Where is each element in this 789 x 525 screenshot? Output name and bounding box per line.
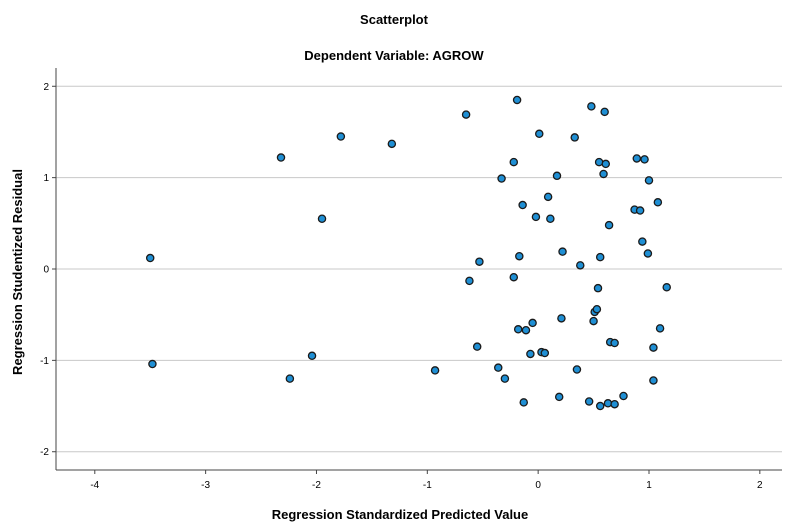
data-point-9: [461, 110, 471, 119]
data-point-17: [509, 272, 519, 282]
data-point-58: [632, 154, 642, 163]
data-point-37: [572, 365, 582, 374]
data-point-66: [653, 198, 663, 207]
data-point-43: [592, 304, 602, 314]
data-point-55: [610, 399, 619, 409]
xtick-label-3: -1: [423, 480, 432, 491]
data-point-23: [521, 325, 531, 335]
data-point-6: [336, 132, 346, 141]
data-point-65: [649, 376, 658, 385]
data-point-44: [593, 283, 603, 293]
y-axis-label: Regression Studentized Residual: [10, 169, 25, 375]
data-point-20: [515, 251, 524, 261]
data-points: [145, 95, 671, 411]
data-point-52: [604, 220, 614, 230]
xtick-label-5: 1: [646, 480, 652, 491]
y-ticks: -2 -1 0 1 2: [40, 82, 56, 458]
xtick-label-6: 2: [757, 480, 763, 491]
data-point-36: [570, 133, 579, 142]
data-point-63: [644, 176, 654, 185]
ytick-label-0: -2: [40, 447, 49, 458]
data-point-25: [528, 318, 537, 328]
data-point-49: [600, 107, 609, 117]
ytick-label-1: -1: [40, 356, 49, 367]
xtick-label-0: -4: [90, 480, 99, 491]
gridlines: [56, 85, 782, 453]
data-point-41: [589, 316, 598, 326]
data-point-48: [599, 169, 608, 179]
data-point-18: [512, 95, 522, 105]
chart-subtitle: Dependent Variable: AGROW: [304, 48, 484, 63]
data-point-64: [649, 343, 658, 352]
data-point-7: [387, 139, 397, 149]
data-point-31: [546, 214, 555, 223]
data-point-30: [543, 192, 553, 202]
x-ticks: -4 -3 -2 -1 0 1 2: [90, 470, 763, 491]
data-point-15: [500, 374, 510, 383]
chart-title: Scatterplot: [360, 12, 429, 27]
data-point-14: [497, 174, 506, 183]
data-point-39: [584, 397, 594, 406]
x-axis-label: Regression Standardized Predicted Value: [272, 507, 528, 522]
data-point-35: [558, 247, 567, 256]
data-point-10: [465, 276, 474, 286]
data-point-8: [430, 366, 440, 375]
xtick-label-1: -3: [201, 480, 210, 491]
data-point-32: [552, 171, 562, 181]
xtick-label-4: 0: [535, 480, 541, 491]
data-point-46: [595, 252, 605, 262]
xtick-label-2: -2: [312, 480, 321, 491]
ytick-label-2: 0: [43, 265, 49, 276]
data-point-27: [535, 129, 544, 139]
data-point-19: [513, 325, 523, 334]
data-point-60: [638, 237, 647, 246]
data-point-38: [576, 261, 585, 270]
ytick-label-3: 1: [43, 173, 49, 184]
data-point-29: [540, 348, 550, 358]
data-point-11: [472, 342, 482, 351]
data-point-40: [587, 102, 596, 111]
data-point-26: [531, 212, 541, 222]
data-point-61: [640, 155, 649, 164]
data-point-16: [509, 157, 519, 167]
data-point-1: [148, 359, 157, 369]
data-point-24: [526, 349, 535, 359]
data-point-4: [307, 351, 317, 361]
data-point-2: [276, 153, 286, 162]
data-point-68: [662, 283, 671, 292]
data-point-54: [610, 338, 619, 348]
data-point-22: [519, 398, 528, 407]
data-point-34: [557, 314, 566, 323]
data-point-59: [635, 206, 645, 215]
data-point-5: [317, 214, 327, 223]
data-point-13: [494, 363, 503, 372]
data-point-3: [285, 374, 295, 383]
data-point-56: [619, 391, 628, 401]
data-point-12: [475, 257, 484, 266]
ytick-label-4: 2: [43, 82, 49, 93]
data-point-0: [145, 253, 155, 263]
data-point-21: [518, 200, 527, 210]
data-point-62: [643, 249, 653, 258]
data-point-50: [601, 159, 611, 169]
data-point-33: [554, 392, 564, 402]
data-point-67: [655, 324, 665, 333]
data-point-47: [595, 401, 605, 411]
